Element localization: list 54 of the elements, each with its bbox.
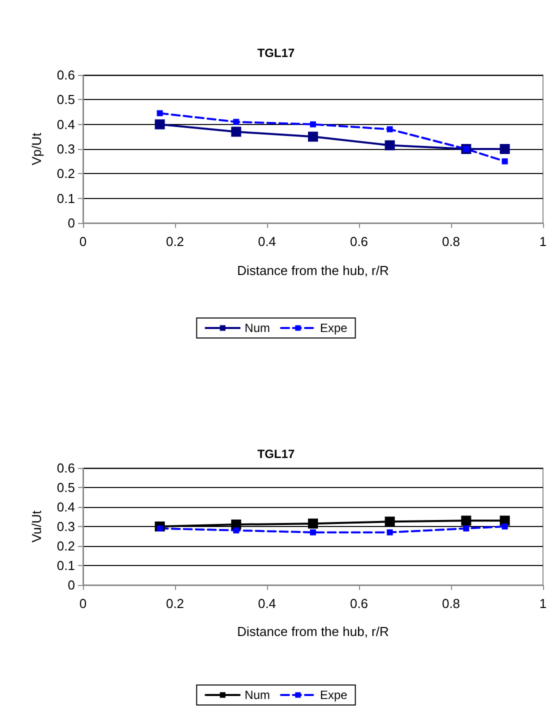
y-tick-label: 0.4	[56, 116, 75, 132]
y-tick-label: 0.3	[56, 519, 75, 534]
point	[461, 516, 472, 526]
point	[502, 158, 508, 164]
x-tick-label: 0.4	[258, 234, 276, 249]
legend-label: Num	[244, 321, 270, 335]
point	[386, 126, 393, 132]
point	[154, 119, 165, 130]
point	[310, 529, 316, 536]
y-tick-label: 0	[68, 216, 75, 230]
point	[384, 516, 395, 527]
y-tick-label: 0.1	[56, 190, 75, 206]
y-tick-label: 0.3	[56, 142, 75, 156]
y-tick-label: 0	[68, 578, 75, 592]
y-axis-title: Vp/Ut	[29, 132, 44, 166]
point	[308, 132, 318, 142]
legend-label: Num	[244, 688, 270, 702]
x-axis-title: Distance from the hub, r/R	[237, 624, 389, 639]
y-tick-label: 0.6	[56, 68, 75, 82]
point	[463, 525, 470, 532]
y-tick-label: 0.5	[56, 92, 75, 108]
x-tick-label: 0.8	[442, 234, 460, 249]
point	[310, 121, 316, 128]
legend-label: Expe	[320, 321, 348, 335]
y-tick-label: 0.6	[56, 460, 75, 476]
x-tick-label: 0.8	[442, 596, 460, 611]
y-tick-label: 0.2	[56, 166, 75, 182]
x-tick-label: 0.6	[350, 234, 368, 249]
point	[308, 518, 318, 529]
x-tick-label: 0.4	[258, 596, 276, 611]
point	[384, 140, 395, 150]
x-tick-label: 0	[79, 234, 87, 249]
point	[233, 527, 240, 534]
point	[502, 524, 508, 530]
x-tick-label: 0.2	[166, 234, 184, 249]
legend-label: Expe	[320, 688, 348, 702]
chart-title: TGL17	[257, 447, 295, 461]
x-tick-label: 0	[79, 596, 87, 611]
x-tick-label: 0.6	[350, 596, 368, 611]
x-tick-label: 1	[539, 596, 547, 611]
point	[231, 126, 242, 137]
y-tick-label: 0.1	[56, 558, 75, 573]
x-tick-label: 1	[539, 234, 547, 249]
y-tick-label: 0.5	[56, 480, 75, 495]
point	[386, 529, 393, 536]
y-axis-title: Vu/Ut	[29, 510, 44, 543]
point	[500, 144, 510, 154]
y-tick-label: 0.2	[56, 538, 75, 554]
y-tick-label: 0.4	[56, 500, 75, 514]
point	[233, 118, 240, 125]
x-axis-title: Distance from the hub, r/R	[237, 263, 389, 278]
x-tick-label: 0.2	[166, 596, 184, 611]
chart-title: TGL17	[257, 46, 295, 60]
point	[156, 110, 163, 116]
